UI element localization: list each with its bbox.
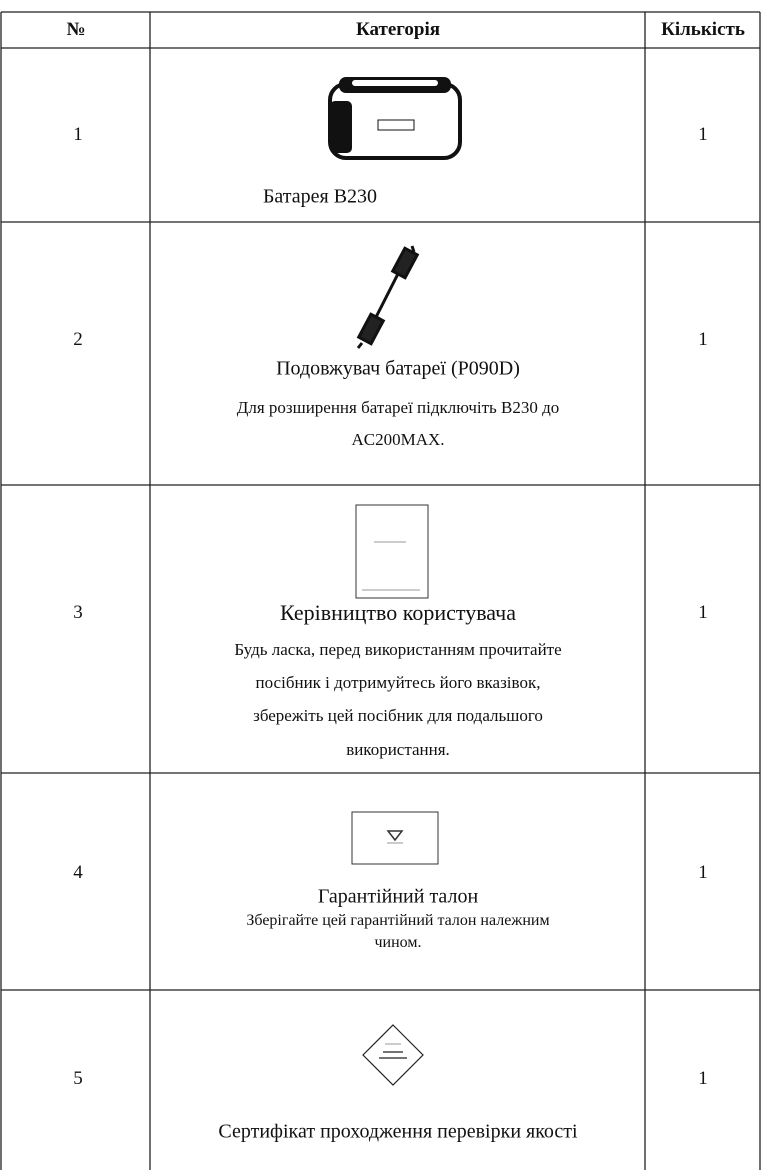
row-number: 1 [73, 124, 83, 145]
header-cell: Категорія [355, 19, 441, 40]
header-cell: Кількість [661, 19, 745, 40]
quantity: 1 [698, 602, 708, 623]
item-title: Гарантійний талон [317, 885, 479, 908]
row-number: 4 [73, 862, 83, 883]
header-cell: № [66, 19, 86, 40]
quantity: 1 [698, 1068, 708, 1089]
quantity: 1 [698, 124, 708, 145]
item-description: Будь ласка, перед використанням прочитай… [234, 640, 562, 659]
item-title: Сертифікат проходження перевірки якості [218, 1120, 578, 1143]
manual-icon [355, 504, 429, 599]
battery-icon [328, 77, 462, 160]
item-description: посібник і дотримуйтесь його вказівок, [255, 673, 541, 692]
cable-icon [356, 245, 420, 349]
quantity: 1 [698, 862, 708, 883]
row-number: 3 [73, 602, 83, 623]
item-title: Подовжувач батареї (P090D) [276, 357, 520, 380]
warranty-icon [351, 811, 439, 865]
quantity: 1 [698, 329, 708, 350]
row-number: 5 [73, 1068, 83, 1089]
item-description: збережіть цей посібник для подальшого [253, 706, 543, 725]
item-description: чином. [374, 934, 422, 951]
item-description: використання. [346, 740, 450, 759]
item-description: AC200MAX. [351, 430, 445, 449]
item-description: Для розширення батареї підключіть B230 д… [236, 398, 560, 417]
item-title: Керівництво користувача [279, 600, 517, 625]
row-number: 2 [73, 329, 83, 350]
item-description: Зберігайте цей гарантійний талон належни… [246, 912, 550, 929]
item-title: Батарея B230 [262, 185, 378, 208]
certificate-icon [362, 1024, 424, 1086]
